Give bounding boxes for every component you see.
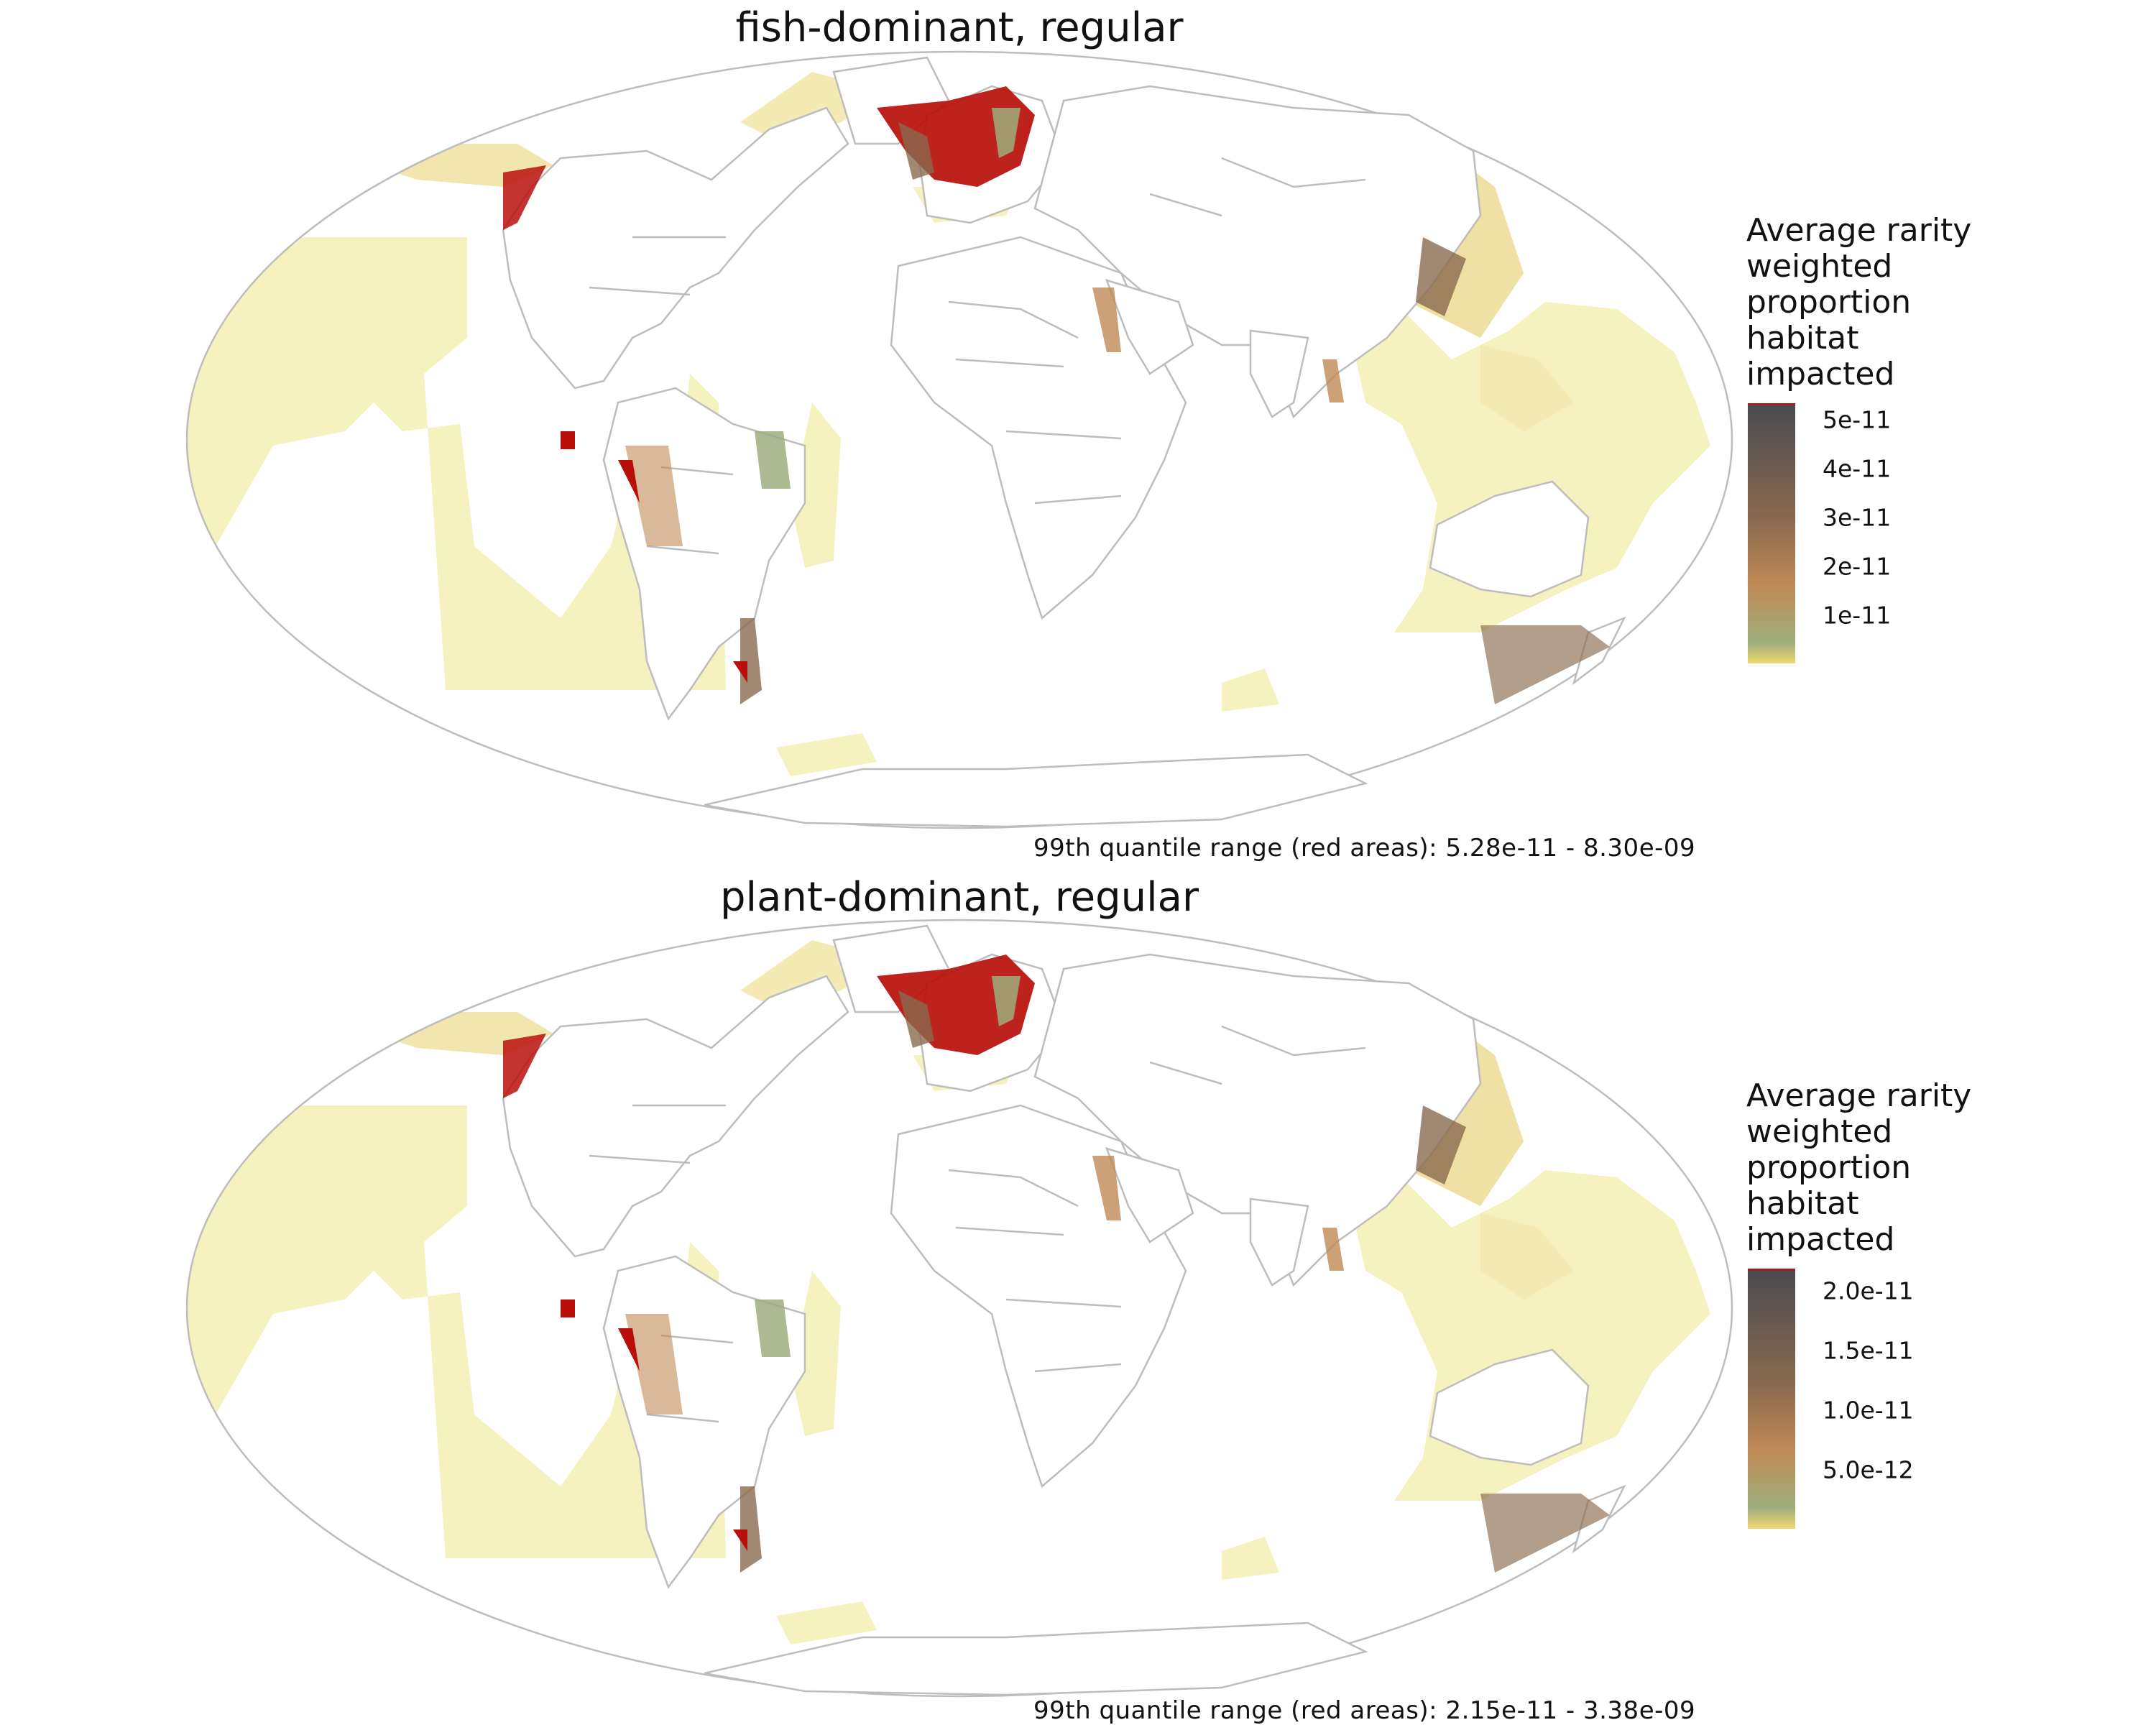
legend-tick-label: 3e-11 <box>1823 503 1892 532</box>
north-america <box>502 106 849 390</box>
legend-tick-label: 1.0e-11 <box>1823 1396 1914 1425</box>
antarctica <box>704 753 1368 828</box>
legend-tick-label: 5.0e-12 <box>1823 1455 1914 1484</box>
world-map <box>185 919 1733 1698</box>
legend-title: Average rarity weighted proportion habit… <box>1746 1077 1972 1258</box>
map-title: fish-dominant, regular <box>735 4 1184 51</box>
indian-ocean-shading <box>1308 302 1710 632</box>
quantile-caption: 99th quantile range (red areas): 2.15e-1… <box>1033 1696 1696 1725</box>
color-legend: Average rarity weighted proportion habit… <box>1746 212 1972 663</box>
legend-tick-label: 2.0e-11 <box>1823 1276 1914 1305</box>
legend-tick-label: 2e-11 <box>1823 552 1892 581</box>
north-america <box>502 975 849 1258</box>
legend-colorbar <box>1748 1269 1795 1529</box>
pacific-ocean-shading <box>187 237 726 690</box>
quantile-caption: 99th quantile range (red areas): 5.28e-1… <box>1033 834 1696 862</box>
map-panel-fish: fish-dominant, regular <box>0 0 2156 862</box>
world-map <box>185 50 1733 829</box>
legend-tick-label: 5e-11 <box>1823 405 1892 434</box>
australia <box>1429 480 1590 598</box>
legend-colorbar <box>1748 403 1795 663</box>
legend-tick-label: 4e-11 <box>1823 454 1892 483</box>
impact-hotspots <box>503 954 1610 1573</box>
map-title: plant-dominant, regular <box>719 874 1199 921</box>
map-panel-plant: plant-dominant, regular <box>0 862 2156 1725</box>
legend-tick-label: 1e-11 <box>1823 601 1892 630</box>
legend-title: Average rarity weighted proportion habit… <box>1746 212 1972 392</box>
antarctica <box>704 1622 1368 1696</box>
color-legend: Average rarity weighted proportion habit… <box>1746 1077 1972 1529</box>
australia <box>1429 1348 1590 1466</box>
legend-tick-label: 1.5e-11 <box>1823 1336 1914 1365</box>
impact-hotspots <box>503 86 1610 704</box>
